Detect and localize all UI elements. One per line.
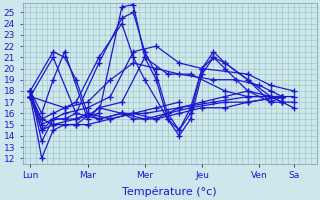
X-axis label: Température (°c): Température (°c) [122, 186, 217, 197]
